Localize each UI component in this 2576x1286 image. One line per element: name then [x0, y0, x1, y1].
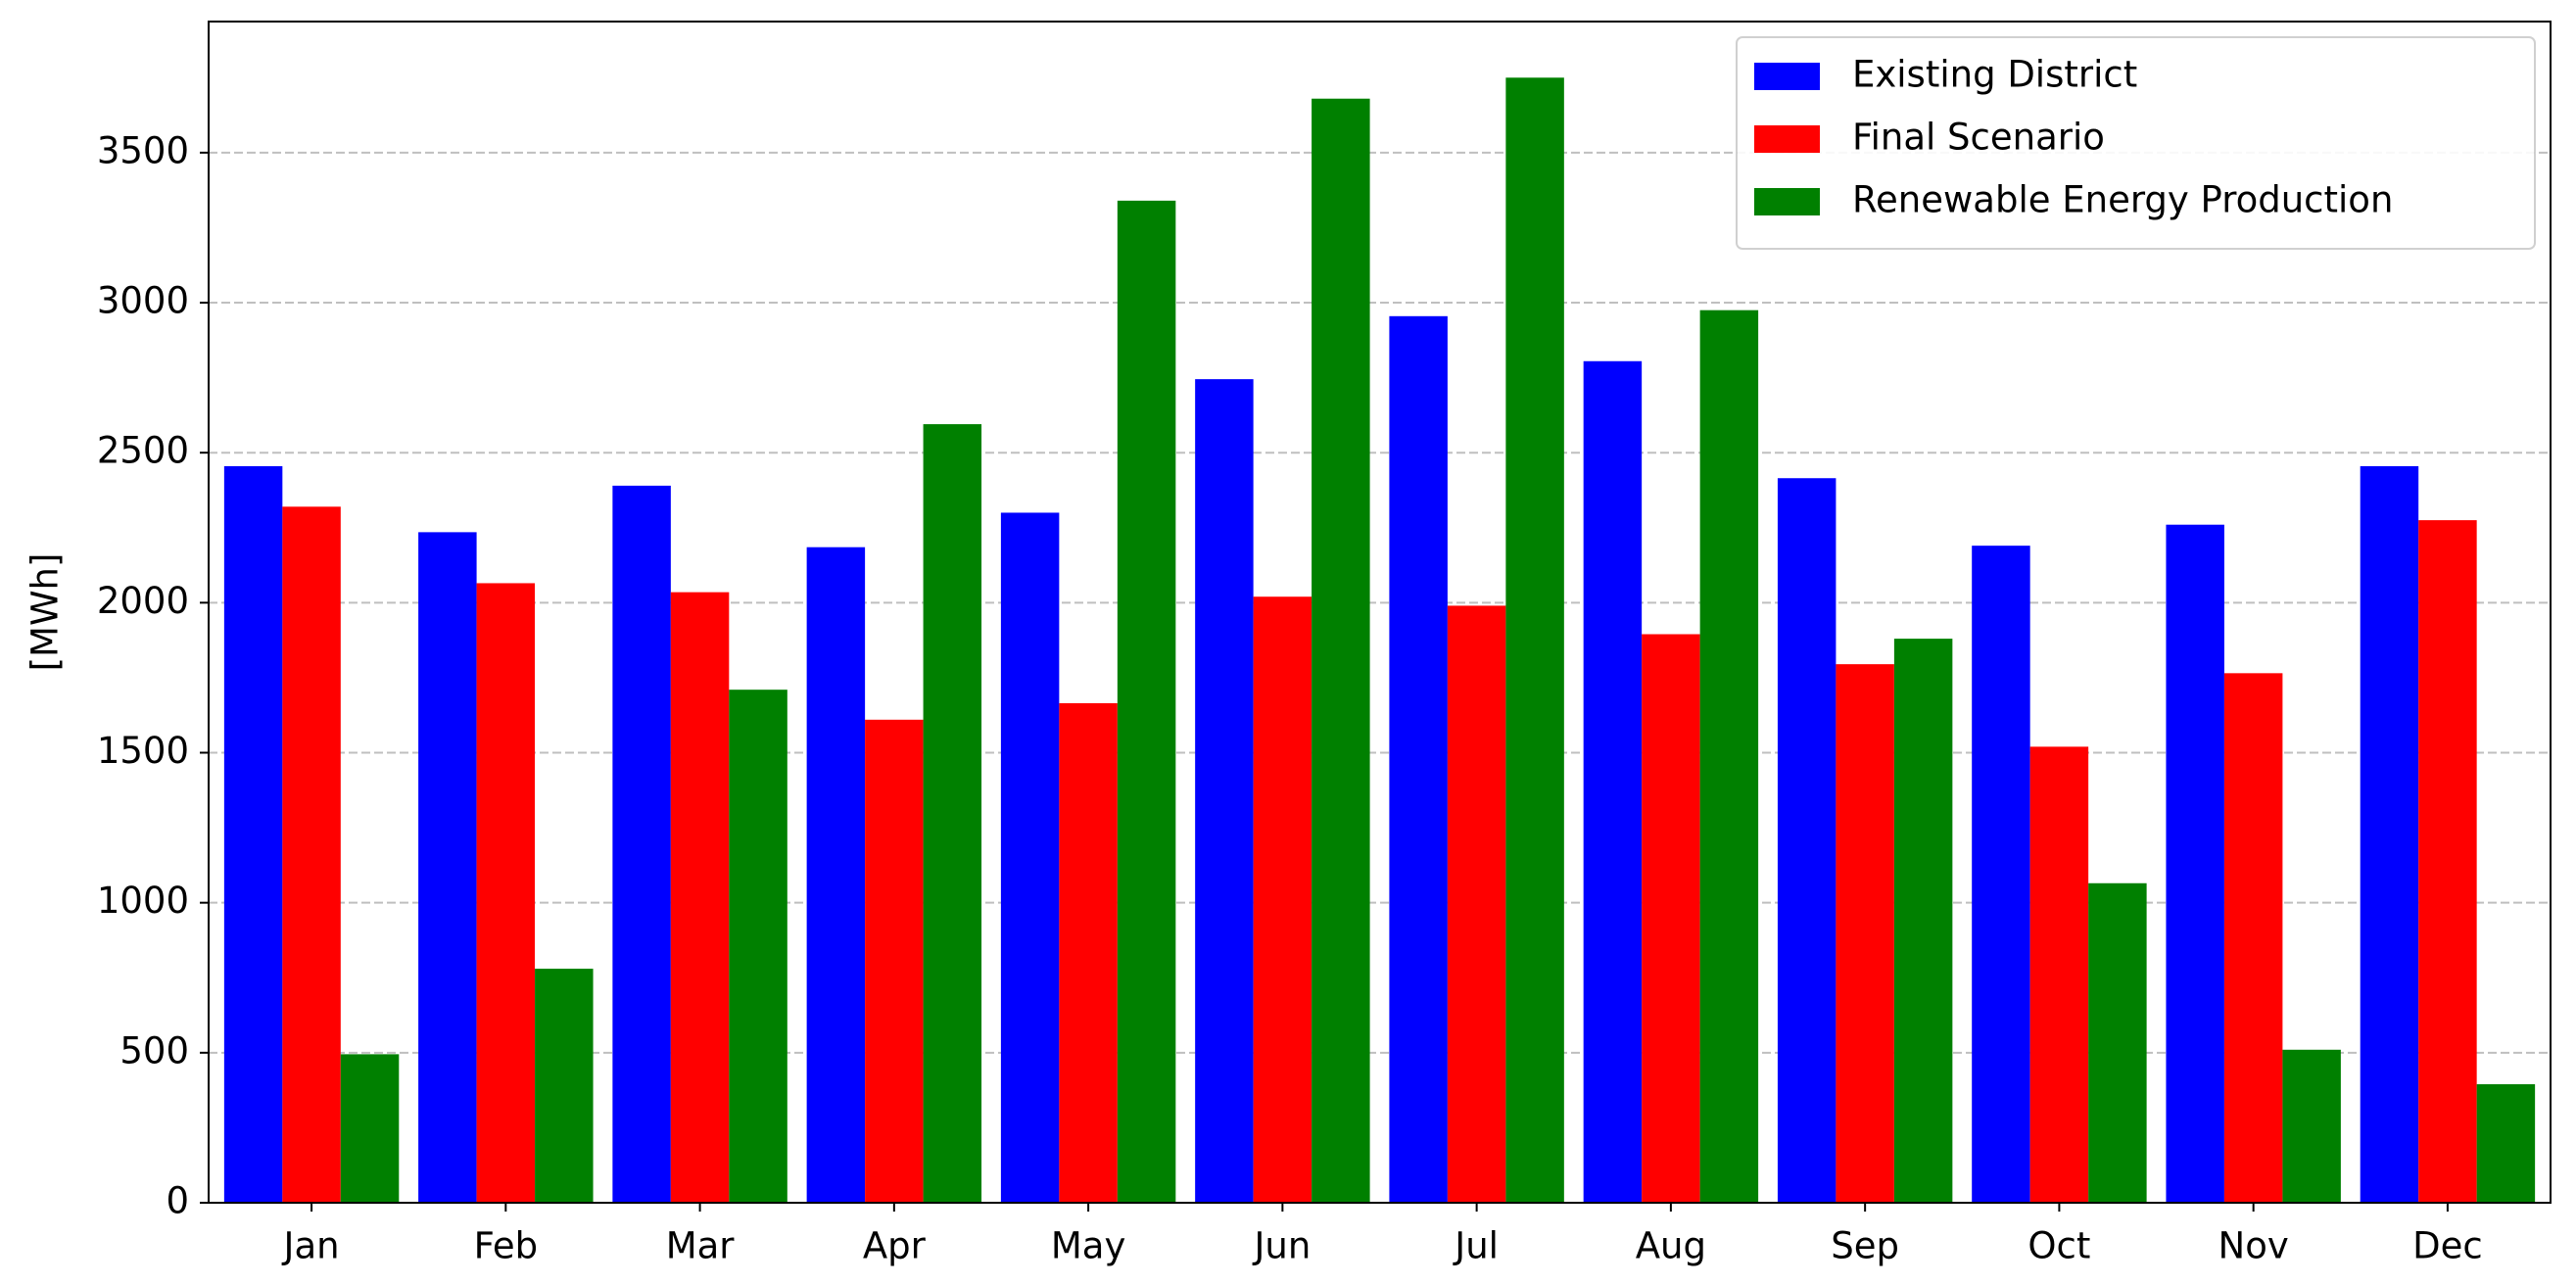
bar: [1447, 605, 1506, 1203]
legend-label: Renewable Energy Production: [1852, 179, 2393, 221]
bar: [1583, 360, 1643, 1203]
x-tick-label: Dec: [2412, 1225, 2483, 1267]
legend-swatch: [1754, 188, 1820, 215]
bar: [1642, 634, 1700, 1203]
bar: [2282, 1049, 2341, 1203]
x-tick-label: Apr: [863, 1225, 927, 1267]
bar: [670, 592, 730, 1203]
bar: [1505, 77, 1564, 1203]
bar: [535, 969, 594, 1203]
bar: [2223, 673, 2283, 1203]
x-tick-label: Nov: [2218, 1225, 2289, 1267]
bar: [2360, 465, 2419, 1203]
x-tick-label: Mar: [666, 1225, 736, 1267]
bar: [476, 583, 536, 1203]
bar: [1972, 546, 2030, 1203]
bar: [1253, 596, 1312, 1203]
bar: [1117, 200, 1176, 1203]
bar: [2088, 882, 2147, 1203]
x-tick-label: Aug: [1636, 1225, 1706, 1267]
y-tick-label: 2000: [97, 580, 189, 622]
x-tick-label: Sep: [1831, 1225, 1899, 1267]
bar: [612, 485, 671, 1204]
bar: [1059, 702, 1118, 1203]
bar: [1389, 315, 1448, 1203]
bar: [418, 532, 477, 1203]
bar: [223, 465, 283, 1203]
bar: [2476, 1084, 2536, 1203]
x-tick-label: Oct: [2027, 1225, 2090, 1267]
x-tick-label: Jan: [282, 1225, 340, 1267]
bar: [923, 424, 982, 1203]
y-tick-label: 2500: [97, 430, 189, 472]
bar: [1312, 98, 1370, 1203]
y-tick-label: 3500: [97, 129, 189, 171]
y-tick-label: 500: [119, 1029, 189, 1072]
y-tick-label: 3000: [97, 280, 189, 322]
y-axis-label: [MWh]: [24, 553, 67, 672]
bar: [1836, 664, 1894, 1203]
bar: [1699, 310, 1759, 1203]
x-tick-label: Jun: [1252, 1225, 1311, 1267]
legend-label: Final Scenario: [1852, 117, 2105, 159]
plot-frame: [208, 21, 2552, 1204]
bar: [1195, 379, 1254, 1204]
bar: [865, 719, 924, 1203]
legend-box: [1736, 36, 2536, 250]
y-tick-label: 0: [166, 1180, 189, 1222]
bar: [806, 547, 866, 1203]
bar: [2166, 524, 2224, 1203]
y-tick-label: 1500: [97, 730, 189, 772]
bar: [1000, 512, 1060, 1203]
legend-label: Existing District: [1852, 54, 2137, 96]
legend-swatch: [1754, 63, 1820, 90]
bar: [729, 690, 787, 1203]
legend-swatch: [1754, 125, 1820, 153]
bar: [340, 1054, 400, 1203]
x-tick-label: Feb: [474, 1225, 539, 1267]
x-tick-label: May: [1051, 1225, 1126, 1267]
y-tick-label: 1000: [97, 880, 189, 922]
bar: [1893, 639, 1953, 1203]
bar: [282, 506, 341, 1203]
bar: [2418, 520, 2477, 1203]
bar: [2029, 746, 2089, 1203]
bar: [1777, 478, 1837, 1203]
x-tick-label: Jul: [1453, 1225, 1499, 1267]
